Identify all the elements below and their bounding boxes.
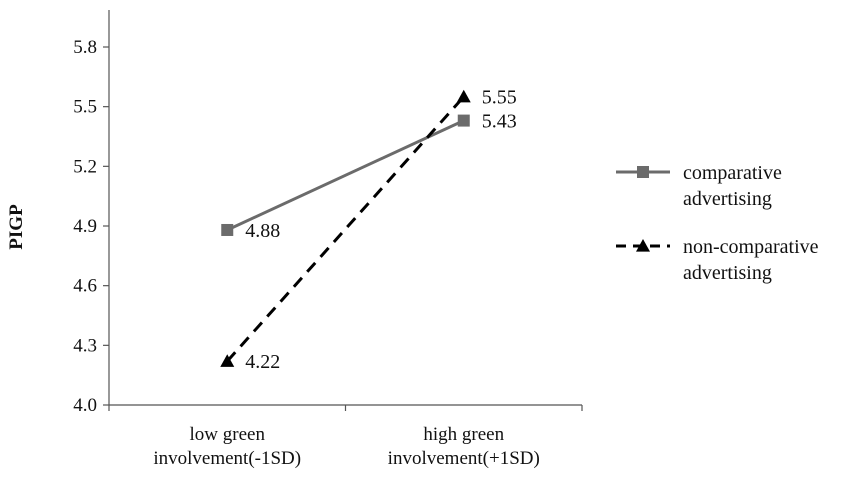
legend-label: non-comparative advertising: [683, 236, 819, 284]
legend-label-line: advertising: [683, 262, 772, 284]
data-label: 4.22: [245, 351, 280, 373]
legend-label-line: comparative: [683, 162, 782, 184]
y-tick-label: 4.3: [73, 335, 97, 356]
x-tick-label: low green involvement(-1SD): [153, 424, 301, 469]
data-label: 4.88: [245, 220, 280, 242]
x-tick-label-line: involvement(+1SD): [388, 448, 540, 469]
plot-area: 4.0 4.3 4.6 4.9 5.2 5.5 5.8 low green involvemen…: [73, 10, 583, 469]
data-label: 5.55: [482, 87, 517, 109]
data-point: [221, 223, 234, 236]
data-point: [456, 89, 471, 103]
legend-label-line: advertising: [683, 188, 772, 210]
series-line: [226, 119, 465, 232]
y-axis-label: PIGP: [6, 204, 27, 250]
y-tick-label: 4.6: [73, 276, 97, 297]
x-tick-label-line: high green: [423, 424, 504, 445]
y-tick-label: 5.2: [73, 156, 97, 177]
data-point: [220, 354, 235, 367]
y-tick-label: 4.0: [73, 395, 97, 416]
legend-label: comparative advertising: [683, 162, 782, 210]
y-tick-label: 5.8: [73, 37, 97, 58]
legend-marker: [637, 166, 649, 178]
x-tick-label-line: involvement(-1SD): [153, 448, 301, 469]
data-label: 5.43: [482, 111, 517, 133]
data-point: [457, 114, 470, 127]
legend-marker: [636, 239, 650, 252]
y-tick-label: 4.9: [73, 216, 97, 237]
x-tick-label-line: low green: [190, 424, 266, 445]
legend: comparative advertising non-comparative adv…: [616, 162, 819, 284]
legend-label-line: non-comparative: [683, 236, 819, 258]
x-tick-label: high green involvement(+1SD): [388, 424, 540, 469]
y-tick-label: 5.5: [73, 97, 97, 118]
